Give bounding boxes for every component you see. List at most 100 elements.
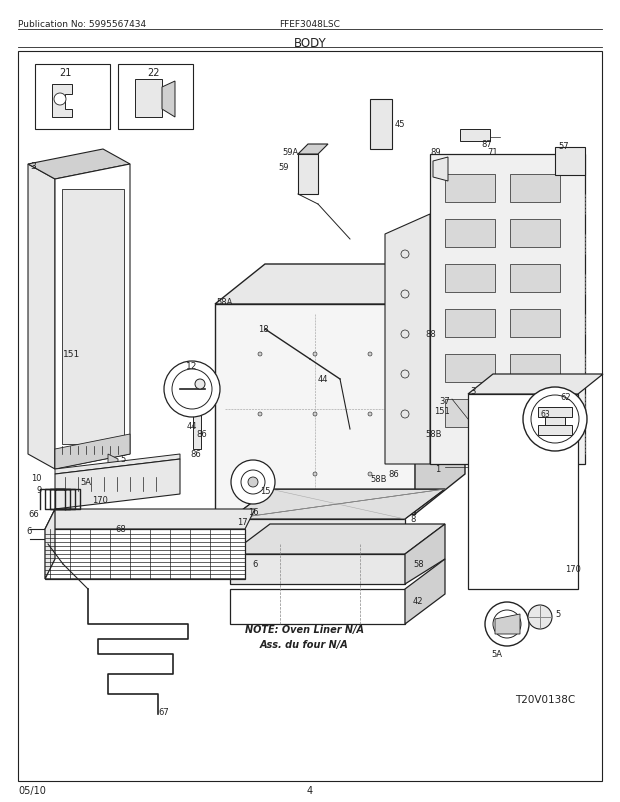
Polygon shape [55, 164, 130, 469]
Bar [445, 265, 495, 293]
Circle shape [368, 353, 372, 357]
Text: 59: 59 [278, 163, 288, 172]
Polygon shape [298, 145, 328, 155]
Bar [35, 65, 110, 130]
Polygon shape [298, 155, 318, 195]
Polygon shape [433, 158, 448, 182]
Circle shape [54, 94, 66, 106]
Text: 44: 44 [187, 422, 197, 431]
Polygon shape [468, 375, 603, 395]
Text: 6: 6 [252, 559, 257, 569]
Circle shape [313, 472, 317, 476]
Text: 67: 67 [158, 707, 169, 716]
Text: T20V0138C: T20V0138C [515, 695, 575, 704]
Text: 21: 21 [59, 68, 71, 78]
Polygon shape [230, 489, 445, 520]
Polygon shape [230, 589, 405, 624]
Text: 151: 151 [434, 407, 450, 415]
Text: FFEF3048LSC: FFEF3048LSC [280, 20, 340, 29]
Text: 89: 89 [430, 148, 441, 157]
Circle shape [523, 387, 587, 452]
Text: 18: 18 [258, 325, 268, 334]
Polygon shape [230, 525, 445, 554]
Bar [445, 220, 495, 248]
Text: 3: 3 [470, 387, 476, 395]
Polygon shape [415, 265, 465, 514]
Text: 62: 62 [560, 392, 570, 402]
Text: 1: 1 [435, 464, 440, 473]
Text: 37: 37 [439, 396, 450, 406]
Text: 151: 151 [63, 350, 81, 358]
Polygon shape [28, 150, 130, 180]
Text: 58: 58 [413, 559, 423, 569]
Text: Ass. du four N/A: Ass. du four N/A [260, 639, 348, 649]
Circle shape [528, 606, 552, 630]
Polygon shape [108, 455, 118, 469]
Text: 5: 5 [555, 610, 560, 618]
Text: 4: 4 [307, 785, 313, 795]
Bar [193, 415, 201, 449]
Polygon shape [55, 455, 180, 475]
Text: 12: 12 [187, 362, 198, 371]
Bar [538, 407, 572, 418]
Circle shape [368, 472, 372, 476]
Text: 88: 88 [425, 330, 436, 338]
Text: 68: 68 [115, 525, 126, 533]
Polygon shape [55, 435, 130, 469]
Polygon shape [55, 460, 180, 509]
Bar [118, 65, 193, 130]
Circle shape [258, 353, 262, 357]
Bar [445, 310, 495, 338]
Circle shape [231, 460, 275, 504]
Text: 86: 86 [190, 449, 202, 459]
Bar [510, 354, 560, 383]
Polygon shape [45, 529, 245, 579]
Polygon shape [52, 85, 72, 118]
Text: 86: 86 [388, 469, 399, 479]
Text: 86: 86 [196, 429, 206, 439]
Polygon shape [85, 464, 115, 480]
Bar [510, 310, 560, 338]
Text: 66: 66 [28, 509, 38, 518]
Text: 15: 15 [260, 486, 270, 496]
Text: 8: 8 [410, 514, 415, 524]
Bar [445, 175, 495, 203]
Bar [445, 354, 495, 383]
Circle shape [258, 472, 262, 476]
Text: 58B: 58B [425, 429, 441, 439]
Text: 71: 71 [487, 148, 498, 157]
Text: 6: 6 [27, 526, 32, 535]
Text: 42: 42 [413, 596, 423, 606]
Circle shape [195, 379, 205, 390]
Polygon shape [385, 215, 430, 464]
Polygon shape [430, 155, 585, 464]
Text: 5A: 5A [80, 477, 91, 486]
Bar [555, 148, 585, 176]
Circle shape [164, 362, 220, 418]
Bar [62, 190, 124, 444]
Text: NOTE: Oven Liner N/A: NOTE: Oven Liner N/A [245, 624, 364, 634]
Text: 58B: 58B [370, 475, 386, 484]
Text: 170: 170 [565, 565, 581, 573]
Text: Publication No: 5995567434: Publication No: 5995567434 [18, 20, 146, 29]
Text: 3: 3 [30, 162, 36, 171]
Circle shape [485, 602, 529, 646]
Polygon shape [215, 305, 415, 514]
Polygon shape [162, 82, 175, 118]
Text: 05/10: 05/10 [18, 785, 46, 795]
Polygon shape [230, 520, 405, 545]
Polygon shape [135, 80, 162, 118]
Polygon shape [45, 509, 255, 529]
Circle shape [313, 353, 317, 357]
Polygon shape [468, 395, 578, 589]
Polygon shape [215, 265, 465, 305]
Polygon shape [28, 164, 55, 469]
Polygon shape [230, 554, 405, 585]
Circle shape [248, 477, 258, 488]
Text: 59A: 59A [282, 148, 298, 157]
Text: 16: 16 [247, 508, 259, 516]
Text: 57: 57 [558, 142, 569, 151]
Bar [445, 399, 495, 427]
Polygon shape [405, 559, 445, 624]
Text: 58A: 58A [216, 298, 232, 306]
